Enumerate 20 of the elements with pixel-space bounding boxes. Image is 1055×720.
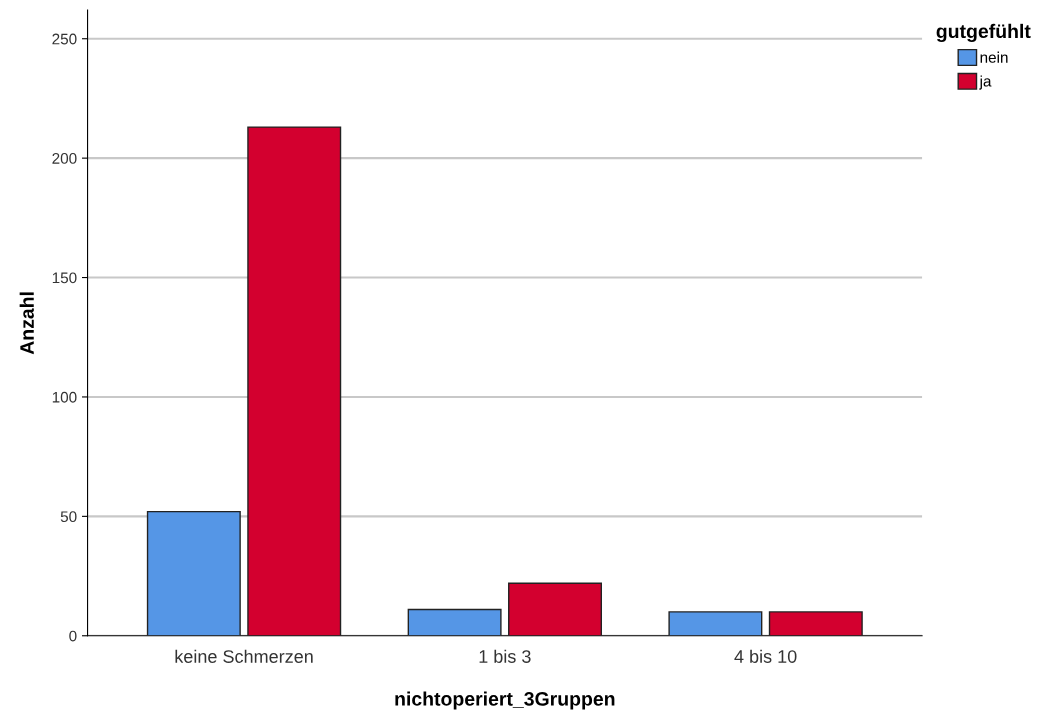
- bar: [768, 611, 863, 636]
- legend-label: ja: [979, 75, 992, 90]
- bar: [508, 582, 603, 636]
- y-tick-label: 100: [52, 391, 77, 403]
- bar: [247, 126, 342, 636]
- y-tick-label: 200: [52, 153, 77, 164]
- x-tick-label: 1 bis 3: [479, 649, 531, 663]
- y-tick-label: 150: [52, 272, 77, 284]
- y-tick-label: 50: [60, 511, 77, 523]
- bar: [146, 510, 241, 636]
- x-tick-label: keine Schmerzen: [175, 649, 313, 663]
- y-tick-label: 250: [52, 33, 77, 45]
- legend-title: gutgefühlt: [936, 23, 1031, 43]
- bar: [407, 608, 502, 636]
- y-tick-label: 0: [69, 630, 77, 642]
- bar: [668, 611, 763, 636]
- legend-label: nein: [980, 51, 1008, 63]
- x-tick-label: 4 bis 10: [734, 649, 797, 663]
- y-axis-title: Anzahl: [19, 292, 34, 355]
- x-axis-title: nichtoperiert_3Gruppen: [395, 691, 615, 710]
